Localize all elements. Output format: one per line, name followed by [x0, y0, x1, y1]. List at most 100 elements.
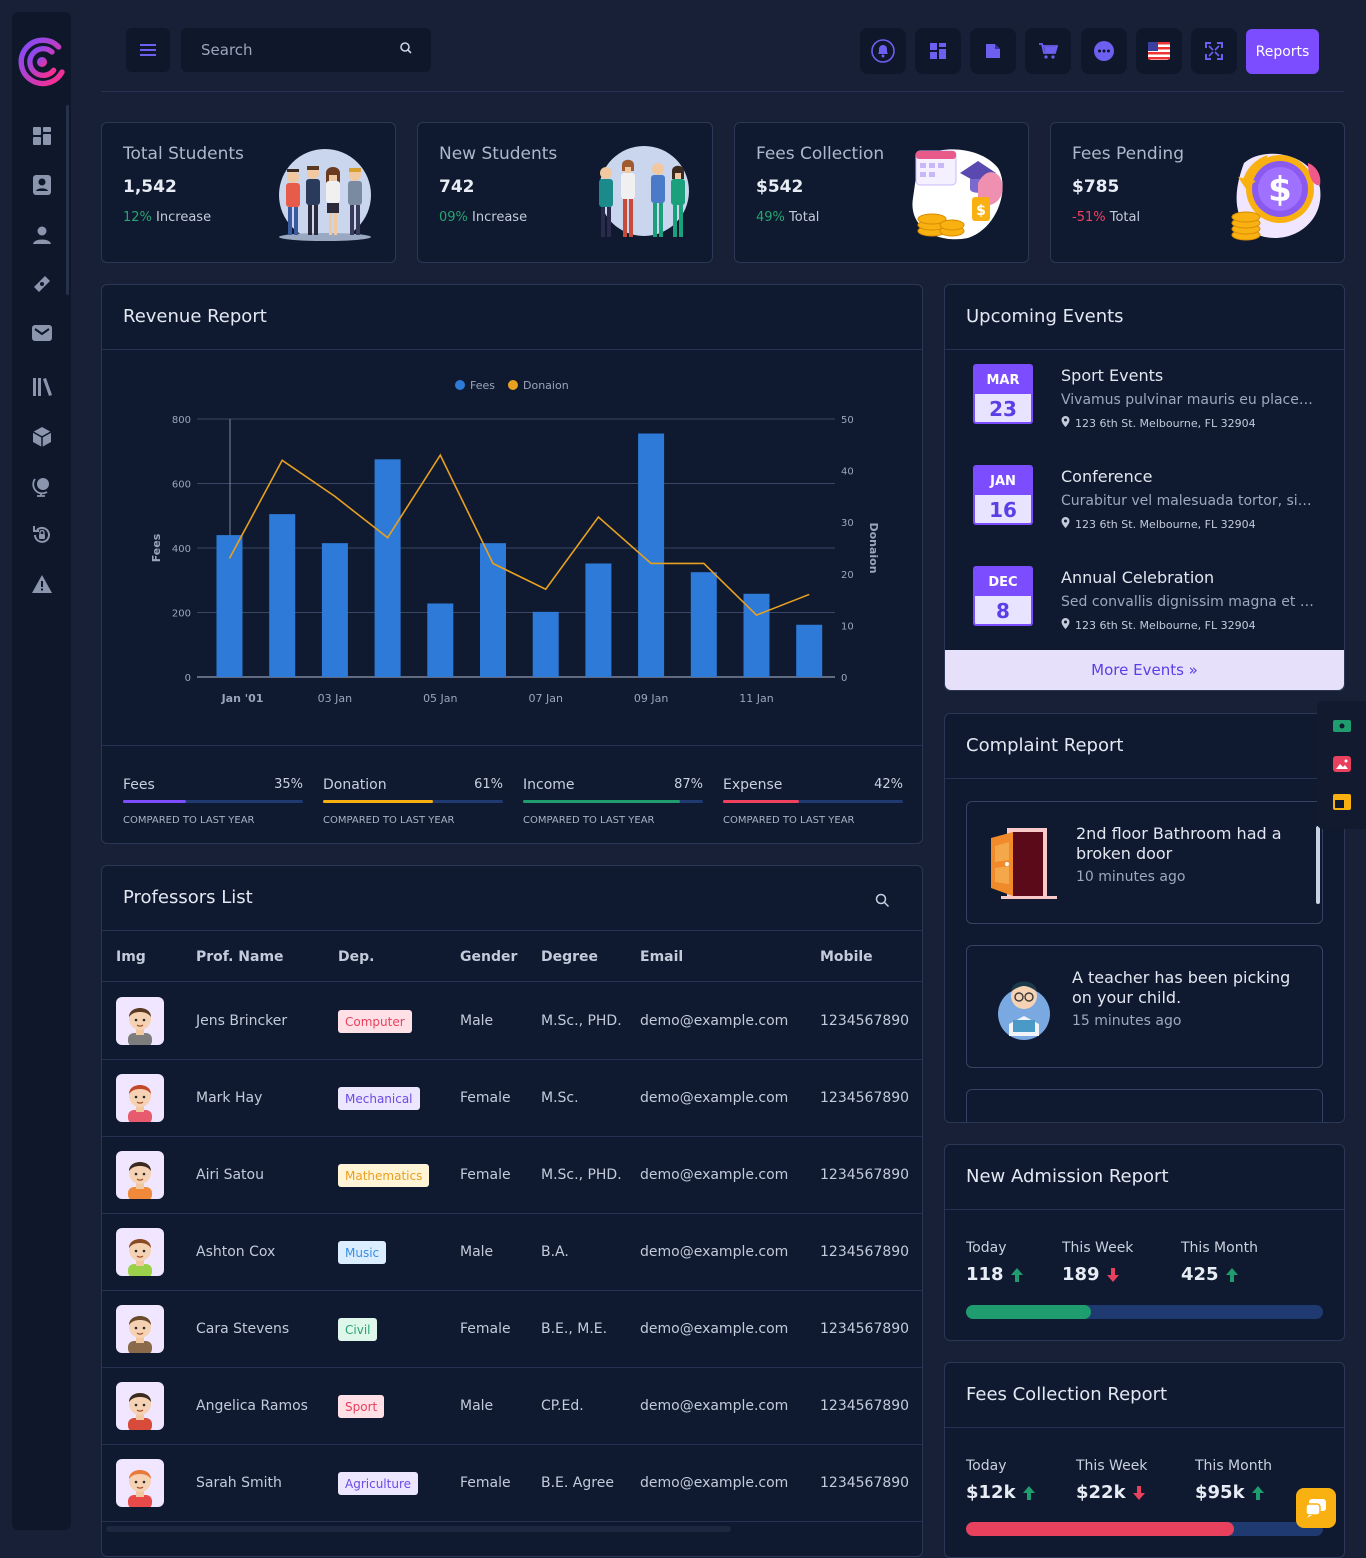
bell-icon: [871, 39, 895, 63]
fees-bar: [427, 603, 454, 677]
event-item[interactable]: DEC 8 Annual Celebration Sed convallis dign…: [973, 566, 1315, 656]
email-cell[interactable]: demo@example.com: [640, 1090, 789, 1106]
metric-bar-fill: [723, 800, 799, 803]
image-icon[interactable]: [1333, 756, 1351, 772]
broken-door-illustration: [991, 828, 1057, 899]
email-cell[interactable]: demo@example.com: [640, 1013, 789, 1029]
table-row[interactable]: Jens Brincker Computer Male M.Sc., PHD. demo…: [102, 983, 922, 1060]
column-header[interactable]: Gender: [460, 948, 518, 965]
more-events-button[interactable]: More Events »: [945, 650, 1344, 690]
column-header[interactable]: Mobile: [820, 948, 873, 965]
event-item[interactable]: MAR 23 Sport Events Vivamus pulvinar mauris…: [973, 364, 1315, 454]
metric-compare: COMPARED TO LAST YEAR: [323, 815, 455, 826]
language-button[interactable]: [1136, 28, 1182, 74]
mobile-cell: 1234567890: [820, 1244, 910, 1260]
complaint-item[interactable]: 2nd floor Bathroom had a broken door 10 …: [966, 801, 1323, 924]
column-header[interactable]: Degree: [541, 948, 599, 965]
dashboard-icon[interactable]: [31, 125, 53, 147]
gender-cell: Female: [460, 1090, 511, 1106]
sidebar: [12, 12, 71, 1530]
table-row[interactable]: Mark Hay Mechanical Female M.Sc. demo@exampl…: [102, 1060, 922, 1137]
event-item[interactable]: JAN 16 Conference Curabitur vel malesuada t…: [973, 465, 1315, 555]
table-row[interactable]: Angelica Ramos Sport Male CP.Ed. demo@exampl…: [102, 1368, 922, 1445]
fullscreen-button[interactable]: [1191, 28, 1237, 74]
table-row[interactable]: Airi Satou Mathematics Female M.Sc., PHD. de…: [102, 1137, 922, 1214]
complaint-item[interactable]: [966, 1089, 1323, 1122]
stat-change: 49% Total: [756, 210, 819, 225]
cart-button[interactable]: [1025, 28, 1071, 74]
metric-label: Fees: [123, 777, 155, 793]
apps-button[interactable]: [915, 28, 961, 74]
search-icon[interactable]: [875, 893, 890, 908]
folder-icon[interactable]: [1333, 794, 1351, 810]
mail-icon[interactable]: [31, 322, 53, 344]
complaint-time: 15 minutes ago: [1072, 1013, 1182, 1029]
metric-bar: [523, 800, 703, 803]
note-icon: [986, 44, 1000, 58]
department-badge: Mechanical: [338, 1087, 420, 1110]
column-header[interactable]: Img: [116, 948, 146, 965]
table-row[interactable]: Cara Stevens Civil Female B.E., M.E. demo@ex…: [102, 1291, 922, 1368]
email-cell[interactable]: demo@example.com: [640, 1167, 789, 1183]
department-badge: Mathematics: [338, 1164, 430, 1187]
fees-bar: [480, 543, 506, 677]
reports-button[interactable]: Reports: [1246, 29, 1319, 74]
stat-change-percent: -51%: [1072, 210, 1106, 225]
avatar-face-icon: [128, 1316, 152, 1353]
complaint-scrollbar[interactable]: [1316, 826, 1320, 904]
notifications-button[interactable]: [860, 28, 906, 74]
logo-icon[interactable]: [12, 32, 72, 92]
y2-tick-label: 0: [841, 673, 847, 684]
column-header[interactable]: Email: [640, 948, 684, 965]
email-cell[interactable]: demo@example.com: [640, 1475, 789, 1491]
sidebar-scrollbar[interactable]: [66, 105, 69, 295]
globe-icon[interactable]: [31, 475, 53, 497]
fullscreen-icon: [1205, 42, 1223, 60]
metric-bar-fill: [523, 800, 680, 803]
email-cell[interactable]: demo@example.com: [640, 1398, 789, 1414]
box-icon[interactable]: [31, 426, 53, 448]
warning-icon[interactable]: [31, 573, 53, 595]
event-description: Vivamus pulvinar mauris eu placerat blan…: [1061, 392, 1315, 408]
email-cell[interactable]: demo@example.com: [640, 1244, 789, 1260]
table-row[interactable]: Sarah Smith Agriculture Female B.E. Agree de…: [102, 1445, 922, 1522]
messages-button[interactable]: [1081, 28, 1127, 74]
menu-toggle-button[interactable]: [126, 28, 170, 72]
stat-value: $95k: [1195, 1482, 1245, 1503]
stat-value: $12k: [966, 1482, 1016, 1503]
avatar-face-icon: [128, 1239, 152, 1276]
arrow-down-icon: [1106, 1267, 1119, 1282]
ticket-icon[interactable]: [31, 273, 53, 295]
table-row[interactable]: Ashton Cox Music Male B.A. demo@example.com 1…: [102, 1214, 922, 1291]
stat-title: New Students: [439, 144, 558, 164]
metric-bar-fill: [323, 800, 433, 803]
fees-progress-bar: [966, 1522, 1323, 1536]
contact-card-icon[interactable]: [31, 174, 53, 196]
money-icon[interactable]: [1333, 720, 1351, 732]
mobile-cell: 1234567890: [820, 1167, 910, 1183]
students-group-illustration: [279, 149, 371, 241]
department-badge: Computer: [338, 1010, 412, 1033]
notes-button[interactable]: [970, 28, 1016, 74]
location-pin-icon: [1061, 517, 1070, 528]
metric-bar-fill: [123, 800, 186, 803]
fees-bar: [585, 563, 612, 677]
table-horizontal-scrollbar[interactable]: [106, 1526, 731, 1532]
column-header[interactable]: Dep.: [338, 948, 375, 965]
donation-line: [228, 453, 810, 617]
upcoming-events-panel: Upcoming Events MAR 23 Sport Events Vivamus…: [944, 284, 1345, 691]
stat-label: Today: [966, 1458, 1007, 1474]
metric-percent: 42%: [874, 777, 903, 792]
search-input[interactable]: Search: [181, 28, 431, 72]
email-cell[interactable]: demo@example.com: [640, 1321, 789, 1337]
complaint-item[interactable]: A teacher has been picking on your child…: [966, 945, 1323, 1068]
column-header[interactable]: Prof. Name: [196, 948, 284, 965]
event-location: 123 6th St. Melbourne, FL 32904: [1061, 618, 1256, 632]
stat-change-percent: 09%: [439, 210, 468, 225]
chat-launcher-button[interactable]: [1296, 1488, 1336, 1528]
user-icon[interactable]: [31, 224, 53, 246]
search-icon[interactable]: [399, 41, 413, 55]
library-icon[interactable]: [31, 376, 53, 398]
lock-reset-icon[interactable]: [31, 524, 53, 546]
metric-label: Income: [523, 777, 575, 793]
